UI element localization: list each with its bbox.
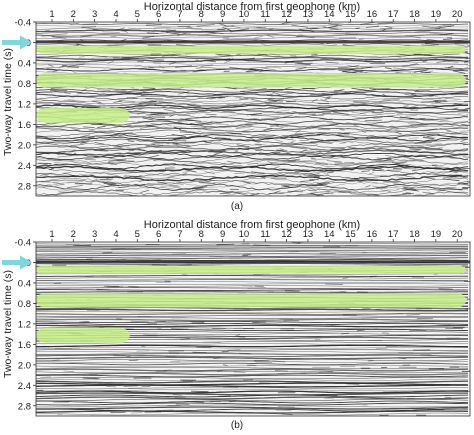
y-tick-label: 2.4 (18, 161, 31, 172)
plot-frame (35, 21, 471, 197)
x-tick-label: 10 (239, 9, 250, 20)
x-tick-label: 8 (199, 9, 204, 20)
x-tick-label: 7 (177, 229, 182, 240)
arrow-icon (2, 35, 32, 50)
caption-b: (b) (230, 420, 244, 431)
y-tick-label: 2.0 (18, 360, 31, 371)
x-tick-label: 9 (220, 229, 225, 240)
y-tick-label: 2.8 (18, 181, 31, 192)
x-tick-label: 19 (431, 229, 442, 240)
x-tick-label: 18 (409, 9, 420, 20)
x-axis-title-b: Horizontal distance from first geophone … (143, 219, 361, 231)
highlight-band-deep (36, 327, 130, 343)
x-tick-label: 2 (71, 229, 76, 240)
highlight-bands (36, 45, 466, 123)
y-tick-label: 1.6 (18, 120, 31, 131)
x-tick-label: 12 (281, 9, 292, 20)
x-tick-label: 18 (409, 229, 420, 240)
x-tick-label: 11 (260, 229, 270, 240)
x-tick-label: 7 (177, 9, 182, 20)
seismic-panel-b: Horizontal distance from first geophone … (0, 218, 474, 435)
seismic-section-b: 1234567891011121314151617181920-0.400.40… (2, 229, 471, 417)
y-tick-label: 0.8 (18, 299, 31, 310)
y-tick-label: 1.2 (18, 99, 31, 110)
highlight-band-middle (36, 293, 466, 308)
x-tick-label: 9 (220, 9, 225, 20)
highlight-band-middle (36, 73, 466, 88)
x-tick-label: 1 (49, 229, 54, 240)
seismic-panel-a: Horizontal distance from first geophone … (0, 0, 474, 215)
x-tick-label: 15 (345, 9, 356, 20)
y-tick-label: 2.8 (18, 401, 31, 412)
y-tick-label: -0.4 (15, 238, 31, 249)
y-tick-label: 1.6 (18, 340, 31, 351)
x-tick-label: 12 (281, 229, 292, 240)
x-tick-label: 4 (113, 9, 118, 20)
y-tick-label: -0.4 (15, 18, 31, 29)
y-tick-label: 0.4 (18, 58, 31, 69)
highlight-band-shallow (36, 265, 466, 274)
plot-frame (35, 241, 471, 417)
x-tick-label: 5 (135, 229, 140, 240)
x-tick-label: 1 (49, 9, 54, 20)
x-tick-label: 19 (431, 9, 442, 20)
x-tick-label: 17 (388, 9, 399, 20)
x-tick-label: 16 (367, 9, 378, 20)
x-tick-label: 14 (324, 9, 335, 20)
x-tick-label: 20 (452, 9, 463, 20)
caption-a: (a) (230, 201, 244, 212)
y-tick-label: 2.4 (18, 381, 31, 392)
x-tick-label: 11 (260, 9, 270, 20)
x-tick-label: 2 (71, 9, 76, 20)
x-tick-label: 13 (303, 229, 314, 240)
x-tick-label: 8 (199, 229, 204, 240)
x-tick-label: 3 (92, 9, 97, 20)
x-tick-label: 5 (135, 9, 140, 20)
y-tick-label: 1.2 (18, 319, 31, 330)
x-tick-label: 6 (156, 229, 161, 240)
x-tick-label: 20 (452, 229, 463, 240)
x-tick-label: 15 (345, 229, 356, 240)
x-axis-title-a: Horizontal distance from first geophone … (143, 1, 361, 13)
highlight-bands (36, 265, 466, 343)
highlight-band-deep (36, 107, 130, 123)
arrow-icon (2, 255, 32, 270)
x-tick-label: 16 (367, 229, 378, 240)
seismic-section-a: 1234567891011121314151617181920-0.400.40… (2, 9, 471, 197)
x-tick-label: 14 (324, 229, 335, 240)
x-tick-label: 13 (303, 9, 314, 20)
highlight-band-shallow (36, 45, 466, 54)
x-tick-label: 10 (239, 229, 250, 240)
x-tick-label: 4 (113, 229, 118, 240)
y-tick-label: 0.8 (18, 79, 31, 90)
x-tick-label: 6 (156, 9, 161, 20)
x-tick-label: 3 (92, 229, 97, 240)
y-tick-label: 0.4 (18, 278, 31, 289)
y-tick-label: 2.0 (18, 140, 31, 151)
x-tick-label: 17 (388, 229, 399, 240)
